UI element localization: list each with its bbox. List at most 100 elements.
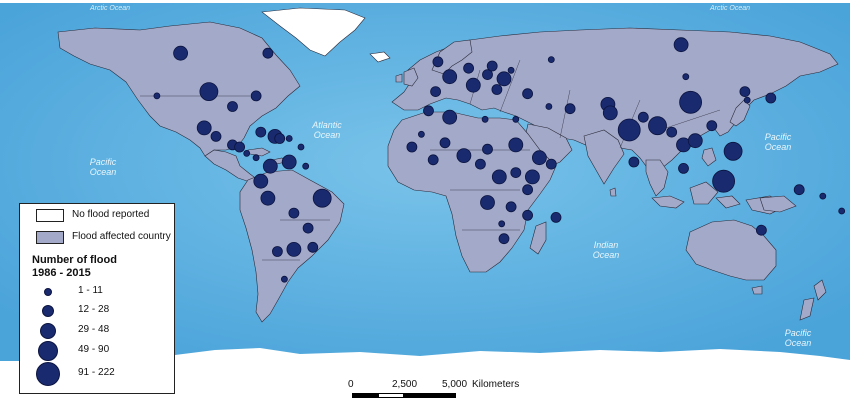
flood-marker (274, 133, 286, 144)
affected-swatch (36, 231, 64, 244)
australia (685, 219, 777, 281)
flood-marker (525, 169, 540, 185)
flood-marker (532, 150, 547, 166)
flood-marker (262, 158, 278, 174)
flood-marker (505, 201, 517, 213)
flood-marker (687, 133, 703, 149)
flood-marker (793, 184, 805, 196)
flood-marker (417, 130, 425, 138)
scale-tick-2: 5,000 (442, 379, 468, 390)
flood-marker (465, 77, 481, 93)
flood-marker (637, 111, 649, 123)
flood-marker (491, 169, 507, 185)
scale-bar: 0 2,500 5,000 Kilometers (348, 379, 560, 403)
madagascar (529, 221, 547, 255)
flood-marker (550, 211, 562, 223)
flood-marker (617, 118, 641, 142)
flood-marker (302, 162, 310, 170)
flood-marker (706, 120, 718, 132)
flood-marker (406, 141, 418, 153)
arctic-labels: Arctic Ocean Arctic Ocean (89, 5, 750, 12)
flood-marker (281, 154, 297, 170)
flood-marker (512, 115, 520, 123)
ocean-label-1-name: Pacific (90, 157, 117, 167)
flood-marker (545, 158, 557, 170)
scale-segment-1 (352, 393, 378, 398)
greenland (261, 7, 366, 57)
size-class-dot (40, 323, 56, 339)
flood-marker (255, 126, 267, 138)
flood-marker (756, 224, 767, 236)
flood-marker (199, 82, 219, 101)
flood-marker (302, 222, 314, 234)
flood-marker (285, 135, 293, 142)
flood-marker (765, 92, 777, 104)
flood-marker (522, 88, 533, 100)
flood-marker (312, 188, 332, 208)
flood-marker (427, 154, 439, 166)
flood-marker (474, 158, 486, 170)
ocean-label-0-line2: Ocean (314, 130, 341, 140)
new-zealand (799, 279, 827, 321)
flood-marker (486, 60, 498, 72)
flood-marker (547, 56, 555, 63)
flood-marker (723, 141, 743, 161)
flood-marker (628, 156, 640, 168)
no-flood-swatch (36, 209, 64, 222)
flood-marker (522, 209, 533, 221)
flood-marker (482, 143, 493, 155)
flood-marker (838, 207, 846, 215)
papua (759, 195, 797, 213)
affected-label: Flood affected country (72, 231, 171, 242)
iceland (369, 51, 391, 63)
flood-marker (673, 37, 689, 53)
flood-marker (286, 241, 302, 257)
flood-marker (442, 109, 458, 125)
ocean-label-0-name: Atlantic (311, 120, 342, 130)
flood-marker (498, 233, 510, 245)
flood-marker (210, 130, 222, 142)
flood-marker (439, 137, 451, 149)
flood-marker (153, 92, 161, 100)
central-america (204, 149, 259, 183)
flood-marker (260, 190, 276, 206)
flood-marker (288, 207, 300, 219)
flood-marker (423, 105, 434, 117)
flood-marker (510, 167, 522, 179)
flood-marker (507, 66, 515, 74)
size-class-dot (44, 288, 52, 296)
scale-units: Kilometers (472, 379, 520, 390)
landmasses (57, 7, 839, 323)
flood-marker (297, 143, 305, 151)
legend-no-flood: No flood reported (20, 208, 174, 224)
scale-tick-0: 0 (348, 379, 354, 390)
ocean-label-2-name: Pacific (765, 132, 792, 142)
size-class-label: 49 - 90 (78, 344, 110, 355)
sri-lanka (609, 187, 617, 197)
ocean-label-3-line2: Ocean (593, 250, 620, 260)
india (583, 129, 625, 185)
size-class-label: 1 - 11 (78, 285, 103, 296)
flood-marker (250, 90, 262, 102)
size-class-label: 29 - 48 (78, 324, 110, 335)
ocean-label-1-line2: Ocean (90, 167, 117, 177)
flood-marker (482, 69, 493, 80)
flood-marker (682, 73, 690, 81)
flood-markers (153, 37, 846, 283)
british-isles (395, 67, 419, 87)
flood-marker (432, 56, 444, 68)
flood-marker (252, 154, 260, 162)
size-class-label: 12 - 28 (78, 304, 110, 315)
flood-marker (602, 105, 618, 121)
size-class-dot (38, 341, 58, 361)
ocean-labels: AtlanticOceanPacificOceanPacificOceanInd… (90, 120, 812, 348)
scale-segment-3 (404, 393, 456, 398)
flood-marker (442, 69, 458, 85)
flood-marker (234, 141, 246, 153)
country-borders (140, 59, 721, 261)
flood-marker (262, 47, 274, 59)
flood-marker (679, 90, 702, 114)
ocean-label-4-line2: Ocean (785, 338, 812, 348)
flood-marker (666, 126, 678, 138)
